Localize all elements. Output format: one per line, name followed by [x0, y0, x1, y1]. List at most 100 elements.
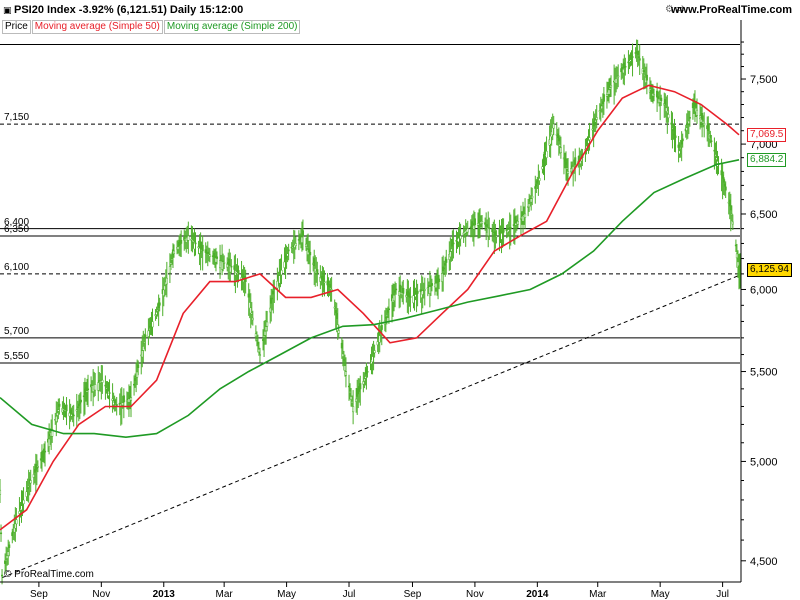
candle	[416, 283, 419, 307]
candle-body	[559, 147, 562, 153]
candle-body	[0, 489, 2, 495]
candle-body	[516, 221, 519, 225]
candle-body	[72, 414, 75, 417]
x-tick-label: Mar	[589, 589, 607, 600]
instrument-title: PSI20 Index -3.92% (6,121.51) Daily 15:1…	[14, 4, 244, 16]
candle-body	[502, 229, 505, 233]
candle	[660, 94, 663, 107]
candle	[0, 479, 2, 503]
candle	[352, 390, 355, 425]
candle-body	[36, 466, 39, 468]
candle	[65, 397, 68, 426]
candle	[366, 365, 369, 378]
candle	[294, 236, 297, 250]
candle	[0, 524, 3, 542]
x-tick-label: Sep	[30, 589, 48, 600]
candle-body	[574, 157, 577, 165]
candle	[266, 310, 269, 332]
candle-body	[337, 330, 340, 334]
candle	[624, 57, 627, 76]
ma200-line	[0, 159, 740, 439]
candle-body	[617, 75, 620, 78]
candle-body	[459, 235, 462, 240]
candle-body	[595, 117, 598, 120]
candle	[180, 230, 183, 258]
candle	[466, 220, 469, 237]
candle	[344, 357, 347, 388]
candle	[731, 214, 734, 230]
candle-body	[122, 395, 125, 403]
copyright: © ProRealTime.com	[4, 569, 94, 580]
candle-body	[108, 392, 111, 394]
candle-body	[538, 178, 541, 181]
candle-body	[588, 137, 591, 141]
toolbar-icons[interactable]: ⚙⇄	[665, 4, 687, 15]
candle-body	[652, 94, 656, 97]
series-lines	[0, 84, 740, 531]
candle	[8, 541, 11, 557]
legend-price[interactable]: Price	[2, 20, 31, 34]
candle	[86, 374, 90, 407]
candle-body	[609, 85, 613, 88]
price-label-0: 7,069.5	[747, 127, 787, 142]
axes: 4,500 5,000 5,500 6,000 6,500 7,000 7,500 Sep No…	[0, 20, 778, 600]
candle-body	[466, 228, 469, 233]
candle-body	[380, 325, 383, 330]
site-url[interactable]: www.ProRealTime.com	[670, 4, 792, 16]
candle-body	[237, 270, 240, 275]
candle-body	[423, 289, 426, 291]
ma50-line	[0, 84, 740, 531]
candle	[208, 248, 211, 263]
candle-body	[0, 574, 4, 577]
candle-body	[230, 265, 233, 268]
candle-body	[330, 289, 333, 291]
legend-ma50[interactable]: Moving average (Simple 50)	[31, 20, 163, 34]
reference-lines	[0, 43, 740, 579]
candle	[58, 398, 61, 415]
candle-body	[301, 230, 305, 237]
y-tick-label: 7,500	[750, 74, 778, 86]
candle	[409, 286, 412, 312]
candle	[144, 328, 147, 352]
candle-body	[43, 450, 47, 453]
candle	[137, 360, 140, 376]
candle	[502, 218, 505, 246]
candle	[323, 270, 326, 297]
candle	[301, 219, 305, 251]
candle-body	[0, 532, 3, 535]
candle-body	[402, 287, 405, 294]
candle-body	[445, 258, 448, 263]
candle	[588, 122, 591, 151]
candle	[72, 404, 75, 427]
candle-body	[509, 227, 512, 229]
candle-body	[309, 251, 312, 256]
candle	[29, 469, 32, 493]
candle	[574, 148, 577, 182]
candle	[101, 365, 104, 394]
candle-body	[165, 277, 168, 285]
candle-body	[15, 519, 18, 525]
candle	[15, 508, 18, 532]
candle-body	[137, 364, 140, 368]
candle-body	[208, 254, 211, 257]
legend-ma200[interactable]: Moving average (Simple 200)	[163, 20, 301, 34]
y-tick-label: 6,000	[750, 284, 778, 296]
candle	[316, 261, 319, 287]
x-tick-label: Sep	[404, 589, 422, 600]
candle-body	[416, 290, 419, 294]
candle-body	[158, 302, 161, 306]
candle-body	[194, 242, 197, 245]
candle-body	[94, 384, 97, 391]
chart-type-icon[interactable]: ▣	[3, 5, 12, 15]
candle	[609, 75, 613, 97]
candle	[595, 104, 598, 129]
y-tick-label: 4,500	[750, 556, 778, 568]
candle	[631, 43, 634, 77]
candle	[538, 170, 541, 185]
candle	[129, 381, 133, 418]
candle-body	[645, 74, 648, 81]
candle-body	[566, 171, 570, 174]
candle	[108, 379, 111, 409]
candle	[237, 265, 240, 283]
